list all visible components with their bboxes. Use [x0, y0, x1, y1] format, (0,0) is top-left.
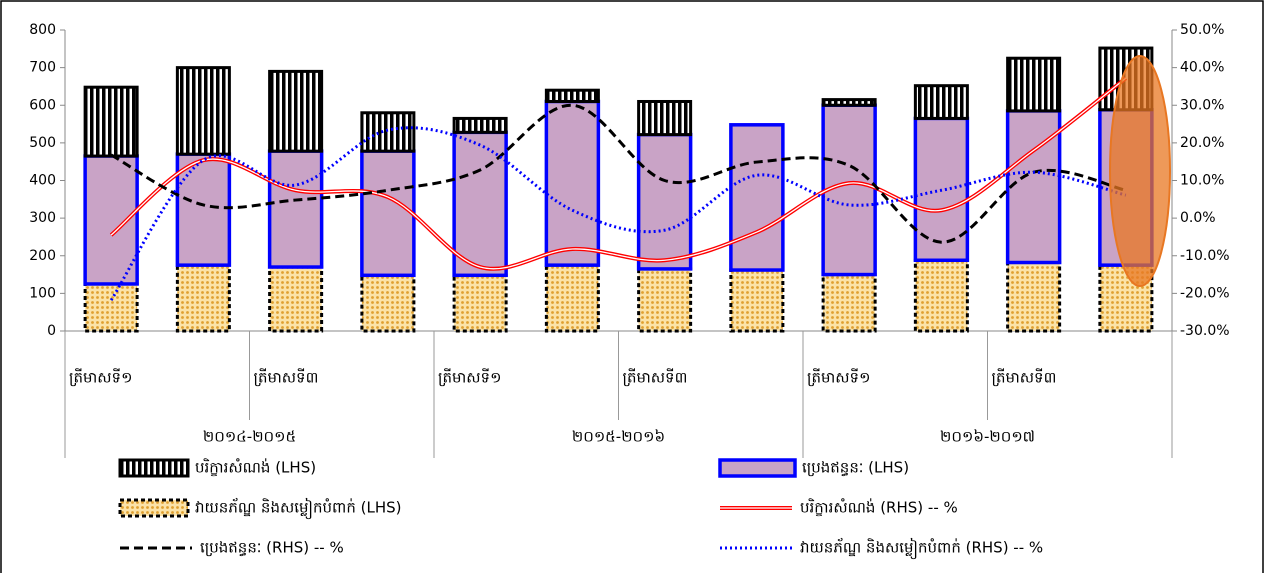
legend-label: វាយនភ័ណ្ឌ និងសម្លៀកបំពាក់ (RHS) -- % [800, 538, 1043, 560]
legend-label: បរិក្ខារសំណង់ (LHS) [195, 458, 316, 477]
y2-tick-label: 10.0% [1180, 173, 1224, 189]
y-tick-label: 500 [29, 135, 56, 151]
bar-segment [544, 263, 600, 333]
legend-swatch [118, 498, 190, 518]
bar-segment [821, 273, 877, 333]
bar-segment [544, 88, 600, 103]
x-tick-label: ត្រីមាសទី៣ [623, 368, 688, 387]
bar-segment [360, 273, 416, 333]
group-label: ២០១៦-២០១៧ [940, 428, 1035, 446]
bar-segment [1005, 109, 1062, 265]
bar-segment [821, 98, 877, 107]
bar-segment [267, 149, 324, 269]
bar-segment [637, 267, 693, 333]
y-tick-label: 300 [29, 210, 56, 226]
line-series [109, 76, 1128, 271]
x-tick-label: ត្រីមាសទី៣ [254, 368, 319, 387]
bar-segment [83, 282, 139, 333]
bar-segment [452, 116, 508, 134]
legend-label: ប្រេងឥន្ធនៈ (LHS) [802, 459, 909, 477]
legend-label: បរិក្ខារសំណង់ (RHS) -- % [800, 498, 958, 517]
bar-segment [360, 149, 416, 278]
line-series [110, 103, 1127, 244]
highlight-annotation [1109, 55, 1171, 287]
bar-segment [83, 85, 139, 158]
y2-tick-label: -30.0% [1180, 323, 1230, 339]
bar-segment [452, 273, 508, 333]
bar-segment [913, 84, 969, 120]
legend-label: ប្រេងឥន្ធនៈ (RHS) -- % [200, 539, 344, 557]
bar-segment [1006, 56, 1062, 113]
bar-segment [452, 130, 508, 278]
bar-segment [268, 265, 324, 333]
y2-tick-label: 0.0% [1180, 210, 1216, 226]
bar-segment [175, 152, 232, 267]
bar-segment [729, 268, 785, 333]
y-tick-label: 800 [29, 22, 56, 38]
x-tick-label: ត្រីមាសទី១ [807, 368, 870, 387]
y-tick-label: 0 [47, 323, 56, 339]
bar-segment [1006, 261, 1062, 333]
line-inner [110, 77, 1127, 270]
bar-segment [268, 69, 324, 153]
y2-tick-label: 40.0% [1180, 60, 1224, 76]
y-tick-label: 100 [29, 285, 56, 301]
bar-segment [729, 123, 785, 272]
bar-segment [175, 263, 231, 333]
group-label: ២០១៤-២០១៥ [203, 428, 296, 446]
legend-swatch [118, 458, 190, 478]
bar-segment [175, 66, 231, 156]
legend-label: វាយនភ័ណ្ឌ និងសម្លៀកបំពាក់ (LHS) [195, 498, 401, 520]
y-tick-label: 700 [29, 60, 56, 76]
x-tick-label: ត្រីមាសទី៣ [992, 368, 1057, 387]
bar-segment [544, 99, 601, 267]
y2-tick-label: -10.0% [1180, 248, 1230, 264]
y2-tick-label: 50.0% [1180, 22, 1224, 38]
bar-segment [636, 132, 693, 271]
x-tick-label: ត្រីមាសទី១ [438, 368, 501, 387]
y-tick-label: 600 [29, 97, 56, 113]
bar-segment [637, 99, 693, 137]
y-tick-label: 400 [29, 173, 56, 189]
bar-segment [1098, 263, 1154, 333]
line-series [109, 126, 1127, 301]
x-tick-label: ត្រីមាសទី១ [69, 368, 132, 387]
y2-tick-label: -20.0% [1180, 285, 1230, 301]
y-tick-label: 200 [29, 248, 56, 264]
bar-segment [913, 258, 969, 333]
legend-swatch [718, 458, 797, 478]
y2-tick-label: 30.0% [1180, 97, 1224, 113]
y2-tick-label: 20.0% [1180, 135, 1224, 151]
group-label: ២០១៥-២០១៦ [572, 428, 665, 446]
bar-segment [360, 111, 416, 153]
